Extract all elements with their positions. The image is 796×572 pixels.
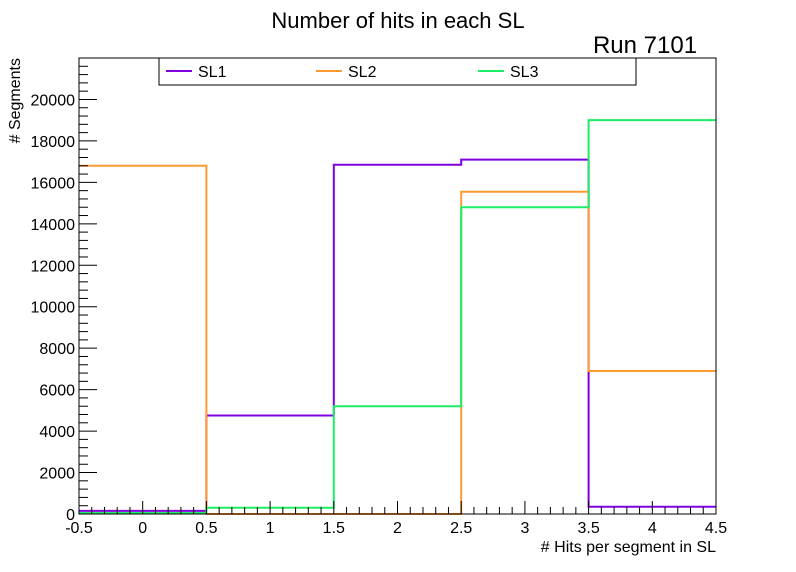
y-tick-label: 16000 bbox=[31, 175, 76, 192]
y-tick-label: 18000 bbox=[31, 134, 76, 151]
x-tick-label: 1.5 bbox=[323, 520, 345, 537]
legend-label-sl1: SL1 bbox=[198, 64, 227, 81]
legend-label-sl3: SL3 bbox=[510, 64, 539, 81]
y-tick-label: 20000 bbox=[31, 92, 76, 109]
x-tick-label: 0 bbox=[138, 520, 147, 537]
y-tick-label: 14000 bbox=[31, 217, 76, 234]
legend-entries: SL1 SL2 SL3 bbox=[166, 64, 539, 81]
x-tick-label: 2 bbox=[393, 520, 402, 537]
x-tick-label: 4.5 bbox=[705, 520, 727, 537]
legend-label-sl2: SL2 bbox=[348, 64, 377, 81]
x-tick-label: 0.5 bbox=[195, 520, 217, 537]
x-tick-label: 3.5 bbox=[577, 520, 599, 537]
x-axis-label: # Hits per segment in SL bbox=[541, 539, 716, 556]
x-tick-label: 2.5 bbox=[450, 520, 472, 537]
legend-box bbox=[158, 57, 637, 86]
x-tick-label: 4 bbox=[648, 520, 657, 537]
y-tick-label: 8000 bbox=[39, 341, 75, 358]
x-tick-label: -0.5 bbox=[65, 520, 93, 537]
y-tick-label: 10000 bbox=[31, 300, 76, 317]
run-label: Run 7101 bbox=[593, 32, 697, 59]
axis-layer: -0.5 0 0.5 1 1.5 2 2.5 3 3.5 4 4.50200040006000800… bbox=[31, 65, 727, 537]
chart-title: Number of hits in each SL bbox=[271, 8, 524, 33]
x-tick-label: 3 bbox=[520, 520, 529, 537]
y-tick-label: 2000 bbox=[39, 466, 75, 483]
y-tick-label: 12000 bbox=[31, 258, 76, 275]
y-tick-label: 0 bbox=[66, 507, 75, 524]
y-tick-label: 4000 bbox=[39, 424, 75, 441]
legend: SL1 SL2 SL3 bbox=[158, 57, 637, 86]
y-axis-label: # Segments bbox=[7, 58, 24, 143]
y-tick-label: 6000 bbox=[39, 383, 75, 400]
x-tick-label: 1 bbox=[266, 520, 275, 537]
